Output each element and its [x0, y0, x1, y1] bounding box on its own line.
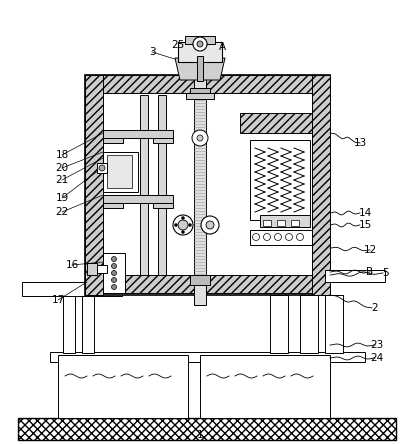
- Bar: [85, 275, 330, 293]
- Bar: [87, 263, 97, 275]
- Text: 21: 21: [55, 175, 69, 185]
- Text: 3: 3: [149, 47, 155, 57]
- Circle shape: [111, 278, 116, 282]
- Bar: [300, 295, 318, 353]
- Circle shape: [111, 263, 116, 269]
- Bar: [107, 155, 132, 188]
- Bar: [158, 95, 166, 275]
- Bar: [240, 113, 312, 133]
- Bar: [103, 152, 138, 192]
- Circle shape: [197, 41, 203, 47]
- Bar: [85, 75, 330, 93]
- Text: A: A: [218, 42, 226, 52]
- Bar: [153, 138, 173, 143]
- Bar: [260, 215, 310, 227]
- Bar: [85, 75, 103, 295]
- Circle shape: [206, 221, 214, 229]
- Bar: [178, 42, 222, 62]
- Bar: [185, 36, 215, 44]
- Bar: [190, 88, 210, 98]
- Circle shape: [263, 234, 270, 241]
- Text: 5: 5: [382, 268, 388, 278]
- Text: 23: 23: [370, 340, 383, 350]
- Bar: [194, 55, 206, 305]
- Bar: [60, 381, 186, 417]
- Bar: [291, 220, 299, 226]
- Text: 22: 22: [55, 207, 69, 217]
- Bar: [140, 95, 148, 275]
- Text: 20: 20: [55, 163, 69, 173]
- Circle shape: [201, 216, 219, 234]
- Bar: [103, 203, 123, 208]
- Bar: [18, 418, 396, 440]
- Text: 2: 2: [372, 303, 378, 313]
- Bar: [103, 195, 173, 203]
- Bar: [197, 56, 203, 81]
- Bar: [103, 138, 123, 143]
- Circle shape: [111, 285, 116, 289]
- Text: 25: 25: [171, 40, 185, 50]
- Text: 1: 1: [197, 430, 203, 440]
- Circle shape: [296, 234, 303, 241]
- Polygon shape: [175, 58, 225, 80]
- Bar: [250, 140, 310, 220]
- Circle shape: [173, 215, 193, 235]
- Bar: [103, 253, 125, 293]
- Text: B: B: [367, 267, 374, 277]
- Bar: [63, 295, 75, 353]
- Bar: [153, 203, 173, 208]
- Bar: [270, 295, 288, 353]
- Bar: [325, 270, 385, 282]
- Bar: [82, 295, 94, 353]
- Bar: [190, 275, 210, 285]
- Bar: [186, 93, 214, 99]
- Text: 24: 24: [370, 353, 383, 363]
- Text: 18: 18: [55, 150, 69, 160]
- Circle shape: [182, 230, 185, 234]
- Circle shape: [193, 37, 207, 51]
- Bar: [325, 295, 343, 353]
- Bar: [22, 282, 122, 296]
- Bar: [85, 75, 330, 295]
- Text: 12: 12: [363, 245, 376, 255]
- Text: 16: 16: [65, 260, 79, 270]
- Text: 15: 15: [358, 220, 372, 230]
- Circle shape: [111, 257, 116, 262]
- Text: 17: 17: [51, 295, 65, 305]
- Circle shape: [192, 130, 208, 146]
- Bar: [277, 220, 285, 226]
- Circle shape: [175, 223, 178, 226]
- Text: 14: 14: [358, 208, 372, 218]
- Text: 13: 13: [353, 138, 367, 148]
- Circle shape: [178, 220, 188, 230]
- Circle shape: [286, 234, 293, 241]
- Circle shape: [111, 270, 116, 275]
- Bar: [103, 130, 173, 138]
- Bar: [200, 355, 330, 418]
- Circle shape: [182, 217, 185, 219]
- Circle shape: [189, 223, 192, 226]
- Bar: [263, 220, 271, 226]
- Bar: [97, 163, 107, 173]
- Circle shape: [252, 234, 259, 241]
- Bar: [95, 265, 107, 273]
- Bar: [312, 75, 330, 295]
- Bar: [50, 352, 365, 362]
- Bar: [250, 230, 312, 245]
- Bar: [58, 355, 188, 418]
- Circle shape: [275, 234, 282, 241]
- Circle shape: [197, 135, 203, 141]
- Circle shape: [99, 165, 105, 171]
- Bar: [202, 381, 328, 417]
- Text: 19: 19: [55, 193, 69, 203]
